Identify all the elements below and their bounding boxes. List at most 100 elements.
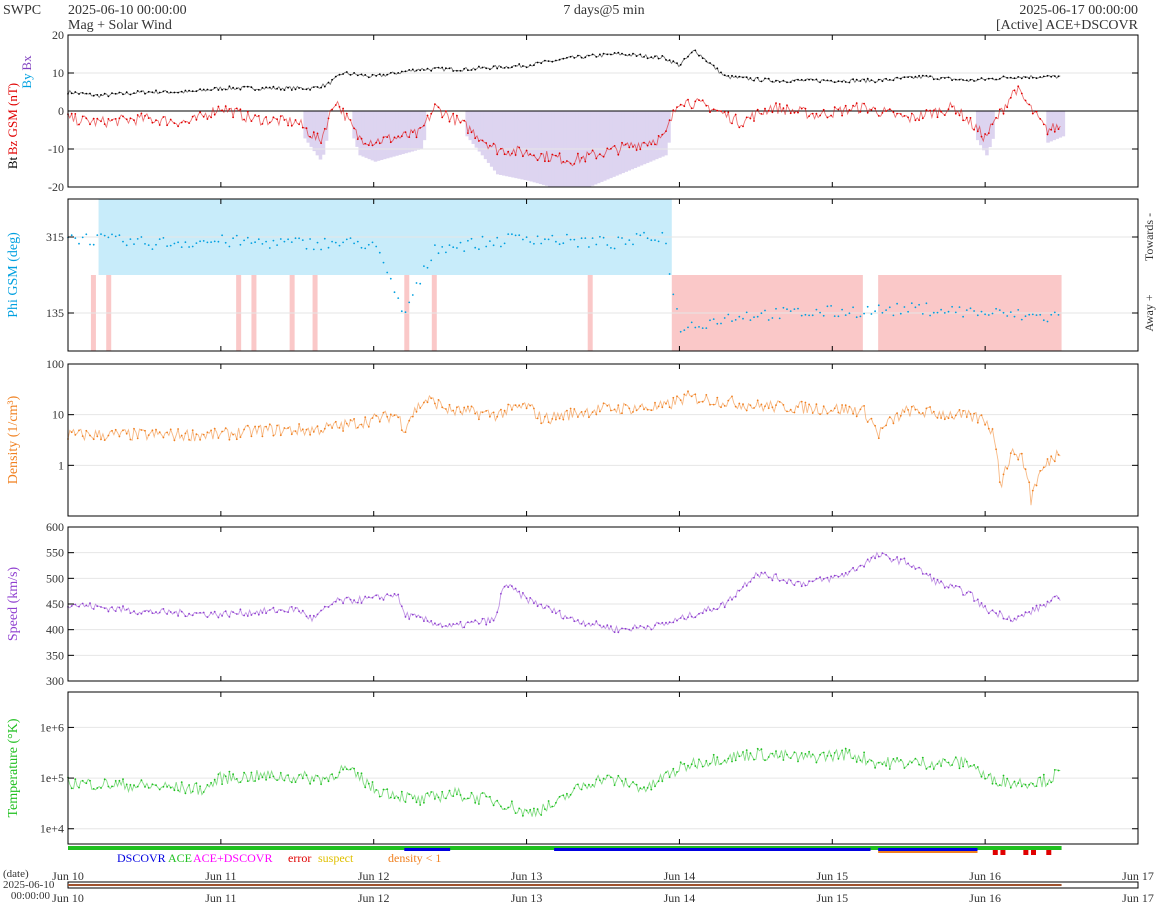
data-point <box>841 749 843 752</box>
data-point <box>665 130 667 133</box>
x-tick-label-lower: Jun 16 <box>969 891 1001 905</box>
data-point <box>400 429 403 431</box>
data-point <box>536 605 539 608</box>
data-point <box>309 433 311 436</box>
data-point <box>511 152 513 155</box>
data-point <box>797 78 799 81</box>
data-point <box>720 406 722 409</box>
data-point <box>826 412 829 415</box>
data-point <box>896 412 898 414</box>
south-band <box>370 111 375 161</box>
data-point <box>96 234 99 237</box>
data-point <box>778 580 781 582</box>
data-point <box>969 117 972 119</box>
data-point <box>797 760 799 763</box>
data-point <box>268 423 271 426</box>
data-point <box>709 762 711 765</box>
data-point <box>738 75 741 78</box>
data-point <box>833 407 836 410</box>
data-point <box>841 573 843 575</box>
data-point <box>228 616 231 618</box>
data-point <box>327 780 330 783</box>
data-point <box>767 407 770 409</box>
data-point <box>734 405 737 408</box>
data-point <box>393 414 396 417</box>
data-point <box>1009 96 1012 99</box>
data-point <box>1042 319 1045 322</box>
data-point <box>70 112 73 115</box>
data-point <box>775 750 777 752</box>
data-point <box>767 576 770 579</box>
data-point <box>731 760 733 763</box>
data-point <box>199 611 202 614</box>
data-point <box>312 779 315 782</box>
data-point <box>235 613 238 615</box>
data-point <box>1039 313 1042 316</box>
data-point <box>334 75 337 78</box>
data-point <box>745 409 748 412</box>
data-point <box>356 601 359 604</box>
data-point <box>503 585 506 588</box>
data-point <box>745 584 748 587</box>
data-point <box>936 311 939 314</box>
data-point <box>951 305 953 308</box>
data-point <box>723 111 726 113</box>
data-point <box>903 306 906 308</box>
data-point <box>668 776 671 778</box>
data-point <box>177 615 180 617</box>
data-point <box>1028 611 1031 613</box>
data-point <box>547 421 550 424</box>
south-band <box>633 111 638 168</box>
data-point <box>676 395 678 398</box>
data-point <box>613 408 616 411</box>
x-tick-label-lower: Jun 14 <box>664 891 696 905</box>
data-point <box>213 240 216 243</box>
data-point <box>529 64 532 66</box>
data-point <box>92 94 95 97</box>
data-point <box>199 111 202 113</box>
data-point <box>217 89 220 91</box>
data-point <box>635 626 638 629</box>
data-point <box>1028 77 1031 80</box>
data-point <box>760 571 763 574</box>
data-point <box>1031 76 1034 79</box>
data-point <box>709 319 711 322</box>
data-point <box>727 599 730 602</box>
data-point <box>709 62 711 64</box>
data-point <box>1024 783 1027 786</box>
data-point <box>496 799 499 802</box>
data-point <box>78 123 80 126</box>
data-point <box>918 566 920 569</box>
data-point <box>723 759 726 762</box>
data-point <box>1013 89 1016 92</box>
data-point <box>224 427 227 429</box>
data-point <box>254 425 256 428</box>
data-point <box>518 63 521 65</box>
data-point <box>679 761 682 764</box>
data-point <box>404 801 407 803</box>
source-segment-dscovr <box>404 848 451 851</box>
south-band <box>312 111 317 152</box>
data-point <box>481 792 484 794</box>
data-point <box>782 579 785 581</box>
data-point <box>239 608 242 611</box>
data-point <box>771 317 774 319</box>
data-point <box>965 116 968 119</box>
data-point <box>657 57 660 60</box>
data-point <box>125 118 128 121</box>
data-point <box>327 424 330 427</box>
data-point <box>389 413 392 416</box>
data-point <box>437 623 440 626</box>
data-point <box>852 104 854 107</box>
data-point <box>654 785 656 788</box>
data-point <box>668 119 671 121</box>
data-point <box>819 81 821 84</box>
data-point <box>844 81 847 83</box>
data-point <box>569 238 572 241</box>
south-band <box>474 111 479 148</box>
data-point <box>951 79 953 82</box>
data-point <box>984 605 986 607</box>
data-point <box>246 236 249 239</box>
data-point <box>1024 611 1027 614</box>
